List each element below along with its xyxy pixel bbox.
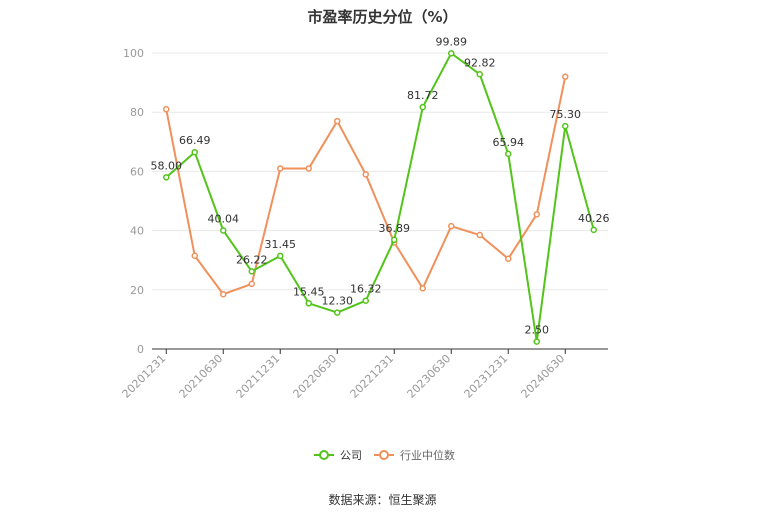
legend-marker (379, 450, 389, 460)
x-tick-label: 20231231 (462, 352, 511, 401)
data-point (505, 255, 512, 262)
data-label: 92.82 (464, 56, 496, 69)
data-point (305, 300, 312, 307)
legend-label: 行业中位数 (400, 448, 455, 462)
legend-marker (319, 450, 329, 460)
data-label: 2.50 (525, 324, 550, 337)
data-point (277, 252, 284, 260)
data-point (391, 236, 398, 244)
data-point (362, 171, 369, 178)
data-point (419, 103, 426, 111)
data-point (533, 338, 540, 345)
data-point (248, 268, 255, 275)
x-tick-label: 20210630 (177, 352, 226, 401)
data-label: 81.72 (407, 89, 439, 102)
data-point (248, 280, 255, 288)
data-point (163, 105, 170, 113)
series-line (165, 52, 595, 343)
data-point (334, 117, 341, 125)
data-point (448, 50, 455, 57)
x-tick-label: 20220630 (291, 352, 340, 401)
data-point (562, 73, 569, 80)
x-tick-label: 20221231 (348, 352, 397, 401)
y-tick-label: 100 (123, 47, 144, 60)
data-label: 99.89 (436, 35, 468, 48)
y-tick-label: 20 (130, 284, 144, 297)
x-tick-label: 20201231 (120, 352, 169, 401)
y-tick-label: 40 (130, 225, 144, 238)
data-label: 65.94 (493, 136, 525, 149)
x-tick-label: 20211231 (234, 352, 283, 401)
data-label: 40.04 (208, 212, 240, 225)
data-point (305, 165, 312, 172)
data-point (334, 309, 341, 316)
legend-label: 公司 (340, 449, 362, 462)
data-label: 15.45 (293, 285, 325, 298)
data-point (533, 211, 540, 218)
data-point (505, 150, 512, 158)
data-point (590, 226, 597, 234)
data-point (191, 148, 198, 156)
data-source: 数据来源：恒生聚源 (328, 493, 437, 507)
data-label: 75.30 (550, 108, 582, 121)
data-point (163, 174, 170, 181)
data-label: 40.26 (578, 212, 610, 225)
data-point (277, 165, 284, 172)
data-label: 58.00 (151, 159, 183, 172)
y-tick-label: 80 (130, 106, 144, 119)
x-tick-label: 20240630 (519, 352, 568, 401)
y-tick-label: 60 (130, 165, 144, 178)
data-point (220, 227, 227, 234)
data-label: 66.49 (179, 134, 211, 147)
data-point (191, 252, 198, 260)
data-point (448, 222, 455, 230)
data-point (362, 297, 369, 304)
y-tick-label: 0 (137, 343, 144, 356)
data-label: 36.89 (379, 222, 411, 235)
data-point (419, 285, 426, 292)
data-point (220, 290, 227, 298)
x-tick-label: 20230630 (405, 352, 454, 401)
data-label: 31.45 (265, 238, 297, 251)
series-line (165, 76, 567, 296)
data-point (476, 231, 483, 239)
chart-title: 市盈率历史分位（%） (307, 8, 458, 26)
data-label: 12.30 (322, 295, 354, 308)
data-point (476, 71, 483, 78)
data-point (562, 122, 569, 130)
data-label: 16.32 (350, 283, 382, 296)
data-label: 26.22 (236, 253, 268, 266)
